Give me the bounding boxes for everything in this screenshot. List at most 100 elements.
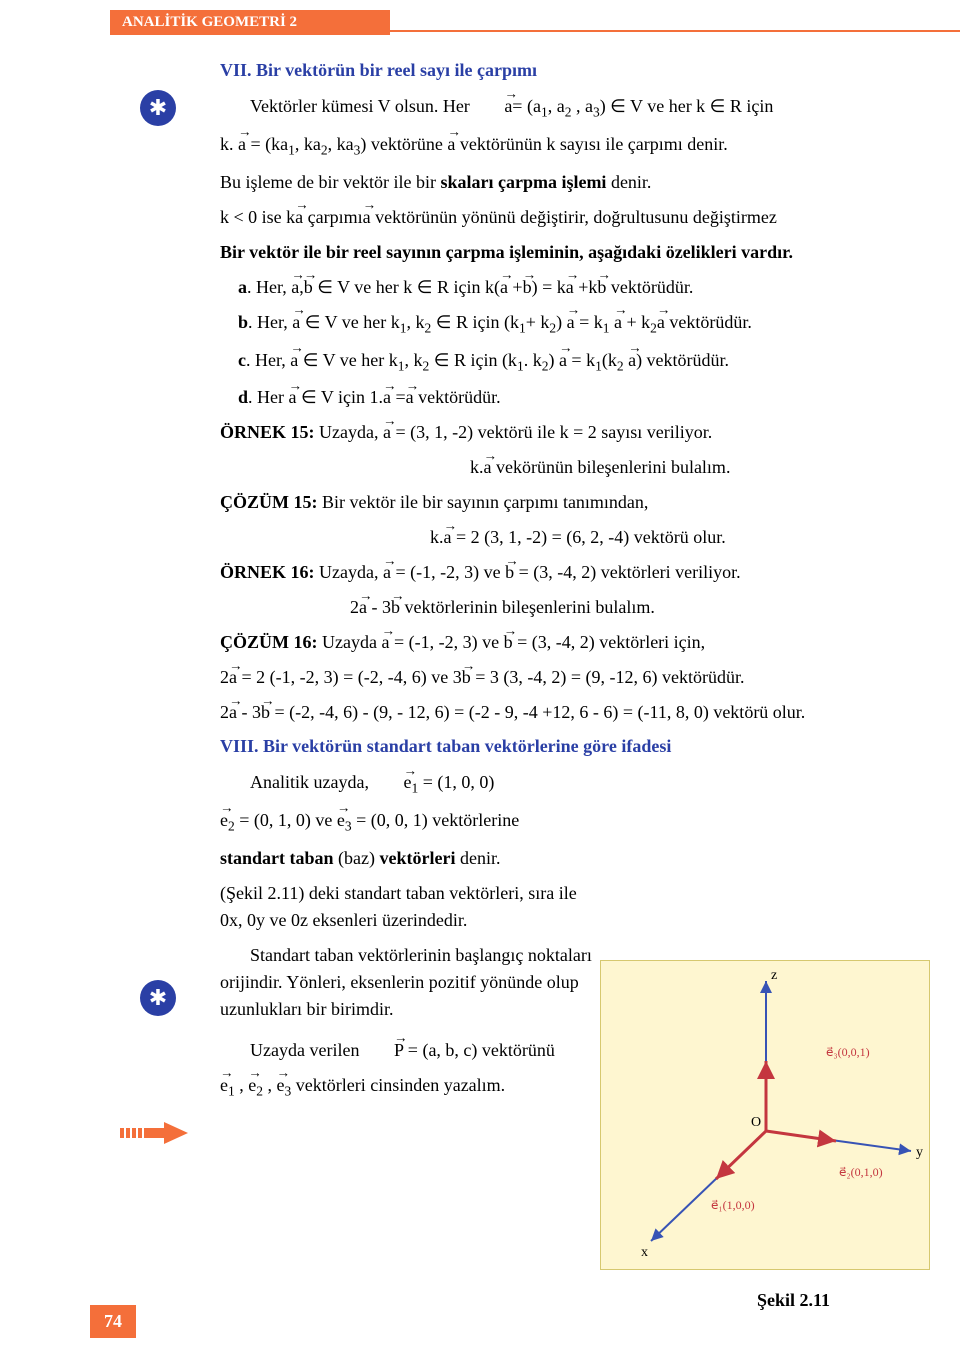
sub: 1 — [411, 781, 418, 796]
svg-text:e⃗₂(0,1,0): e⃗₂(0,1,0) — [839, 1165, 883, 1179]
property-list: a. Her, a, b ∈ V ve her k ∈ R için k(a +… — [238, 274, 940, 412]
text: denir. — [460, 848, 501, 868]
vector: a vektörüdür. — [657, 309, 752, 336]
vector: a - 3 — [359, 594, 391, 621]
sub: 2 — [321, 142, 328, 157]
vector: b vektörlerinin bileşenlerini bulalım. — [391, 594, 655, 621]
vector: a, — [291, 274, 304, 301]
vector-a: a= (a — [474, 93, 541, 120]
vector: a vekörünün bileşenlerini bulalım. — [484, 454, 731, 481]
item-key: d — [238, 387, 248, 407]
svg-text:e⃗₁(1,0,0): e⃗₁(1,0,0) — [711, 1198, 755, 1212]
text: Uzayda — [322, 632, 381, 652]
text: ) ∈ V ve her k ∈ R için — [600, 96, 774, 116]
text: Uzayda, — [319, 422, 383, 442]
vector: a ∈ V için 1. — [289, 384, 384, 411]
sub: 1 — [595, 358, 602, 373]
paragraph: Analitik uzayda, e1 = (1, 0, 0) — [220, 769, 600, 799]
vector: b = 3 (3, -4, 2) = (9, -12, 6) vektörüdü… — [462, 664, 745, 691]
text: Uzayda, — [319, 562, 383, 582]
vector-a: a vektörünün k sayısı ile çarpımı — [447, 131, 682, 158]
text: denir. — [687, 134, 728, 154]
list-item: c. Her, a ∈ V ve her k1, k2 ∈ R için (k1… — [238, 347, 940, 377]
vector: e — [248, 1072, 256, 1099]
vector: b vektörüdür. — [597, 274, 693, 301]
vector: b = (-2, -4, 6) - (9, - 12, 6) = (-2 - 9… — [261, 699, 805, 726]
text: ∈ R için (k — [431, 312, 519, 332]
example: ÖRNEK 15: Uzayda, a = (3, 1, -2) vektörü… — [220, 419, 940, 446]
section-title: VII. Bir vektörün bir reel sayı ile çarp… — [220, 60, 940, 81]
list-item: d. Her a ∈ V için 1.a = a vektörüdür. — [238, 384, 940, 411]
list-item: b. Her, a ∈ V ve her k1, k2 ∈ R için (k1… — [238, 309, 940, 339]
solution-label: ÇÖZÜM 15: — [220, 492, 318, 512]
vector: a = 2 (-1, -2, 3) = (-2, -4, 6) ve 3 — [229, 664, 462, 691]
example-sub: 2a - 3b vektörlerinin bileşenlerini bula… — [350, 594, 940, 621]
paragraph-bold: Bir vektör ile bir reel sayının çarpma i… — [220, 239, 940, 266]
text: = (0, 0, 1) vektörlerine — [356, 810, 519, 830]
vector: a = — [383, 384, 406, 411]
text: ) — [548, 350, 559, 370]
paragraph: standart taban (baz) vektörleri denir. — [220, 845, 600, 872]
paragraph: Bu işleme de bir vektör ile bir skaları … — [220, 169, 940, 196]
text: Uzayda verilen — [250, 1040, 364, 1060]
axes-diagram: z y x O e⃗₃(0,0,1) e⃗₂(0,1,0) e⃗₁(1,0,0) — [600, 960, 930, 1270]
text: 2 — [350, 597, 359, 617]
text: (k — [602, 350, 617, 370]
svg-text:x: x — [641, 1245, 648, 1260]
sub: 1 — [603, 320, 610, 335]
page-number: 74 — [90, 1305, 136, 1338]
pointer-icon — [120, 1120, 190, 1144]
text: k. — [470, 457, 484, 477]
vector: a = (3, 1, -2) vektörü ile k = 2 sayısı … — [383, 419, 712, 446]
bold-text: standart taban — [220, 848, 334, 868]
paragraph: k. a = (ka1, ka2, ka3) vektörüne a vektö… — [220, 131, 940, 161]
text: , — [239, 1075, 248, 1095]
text: denir. — [611, 172, 652, 192]
paragraph: Uzayda verilen P = (a, b, c) vektörünü — [220, 1037, 600, 1064]
vector: a) vektörüdür. — [628, 347, 729, 374]
sub: 2 — [256, 1084, 263, 1099]
paragraph: Standart taban vektörlerinin başlangıç n… — [220, 942, 600, 1023]
vector: e — [220, 1072, 228, 1099]
text: = (0, 1, 0) ve — [239, 810, 337, 830]
text: 2 — [220, 702, 229, 722]
sub: 3 — [593, 105, 600, 120]
paragraph: k < 0 ise ka çarpımı a vektörünün yönünü… — [220, 204, 940, 231]
sub: 1 — [228, 1084, 235, 1099]
vector: a = (-1, -2, 3) ve — [381, 629, 499, 656]
bold-text: skaları çarpma işlemi — [440, 172, 606, 192]
vector-a: a vektörünün yönünü değiştirir, doğrultu… — [363, 204, 777, 231]
svg-text:y: y — [916, 1145, 923, 1160]
text: (baz) — [338, 848, 379, 868]
item-key: c — [238, 350, 246, 370]
vector: a = k — [567, 309, 603, 336]
concept-icon — [140, 90, 176, 126]
vector: a + k — [614, 309, 650, 336]
header-rule — [110, 30, 960, 32]
concept-icon — [140, 980, 176, 1016]
text: Bir vektör ile bir sayının çarpımı tanım… — [322, 492, 648, 512]
solution-line: 2a = 2 (-1, -2, 3) = (-2, -4, 6) ve 3b =… — [220, 664, 940, 691]
text: , ka — [328, 134, 354, 154]
vector: a = (-1, -2, 3) ve — [383, 559, 501, 586]
text: ∈ R için (k — [429, 350, 517, 370]
solution-label: ÇÖZÜM 16: — [220, 632, 318, 652]
vector: a ∈ V ve her k — [292, 309, 400, 336]
vector: e — [373, 769, 411, 796]
vector: b ∈ V ve her k ∈ R için k( — [304, 274, 500, 301]
paragraph: e2 = (0, 1, 0) ve e3 = (0, 0, 1) vektörl… — [220, 807, 600, 837]
item-key: a — [238, 277, 247, 297]
text: + k — [526, 312, 550, 332]
vector: a ∈ V ve her k — [290, 347, 398, 374]
text: , a — [548, 96, 565, 116]
vector: a - 3 — [229, 699, 261, 726]
svg-text:e⃗₃(0,0,1): e⃗₃(0,0,1) — [826, 1045, 870, 1059]
vector: a = 2 (3, 1, -2) = (6, 2, -4) vektörü ol… — [444, 524, 726, 551]
text: k < 0 ise k — [220, 207, 295, 227]
vector: e — [220, 807, 228, 834]
vector: P = (a, b, c) vektörünü — [364, 1037, 555, 1064]
sub: 1 — [517, 358, 524, 373]
sub: 2 — [650, 320, 657, 335]
svg-text:O: O — [751, 1115, 761, 1130]
vector: a = k — [559, 347, 595, 374]
